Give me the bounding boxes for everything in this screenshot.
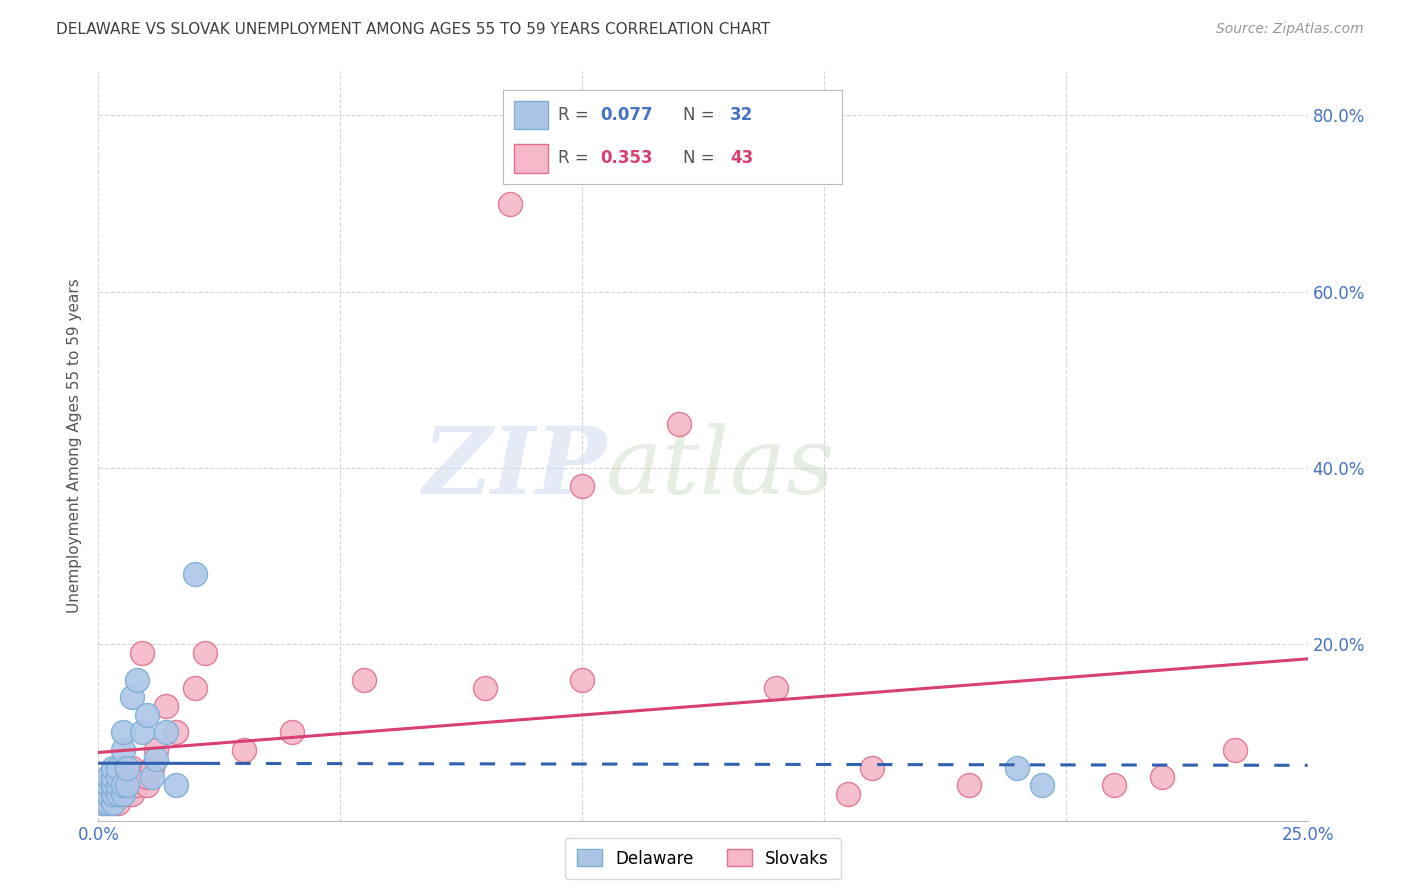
Point — [111, 743, 134, 757]
Legend: Delaware, Slovaks: Delaware, Slovaks — [565, 838, 841, 880]
Point — [117, 778, 139, 792]
Point — [184, 566, 207, 581]
Point — [107, 761, 129, 775]
Point — [97, 796, 120, 810]
Point — [91, 787, 114, 801]
Point — [121, 787, 143, 801]
Point — [353, 673, 375, 687]
Text: atlas: atlas — [606, 424, 835, 514]
Point — [127, 778, 149, 792]
Point — [107, 787, 129, 801]
Point — [765, 681, 787, 696]
Point — [165, 778, 187, 792]
Point — [111, 787, 134, 801]
Point — [837, 787, 859, 801]
Point — [135, 770, 157, 784]
Point — [97, 796, 120, 810]
Point — [101, 761, 124, 775]
Point — [91, 778, 114, 792]
Point — [91, 787, 114, 801]
Point — [97, 770, 120, 784]
Point — [111, 725, 134, 739]
Point — [571, 478, 593, 492]
Point — [107, 778, 129, 792]
Point — [155, 699, 177, 714]
Point — [194, 646, 217, 660]
Text: ZIP: ZIP — [422, 424, 606, 514]
Point — [184, 681, 207, 696]
Point — [101, 787, 124, 801]
Point — [107, 796, 129, 810]
Point — [91, 796, 114, 810]
Point — [1223, 743, 1246, 757]
Point — [957, 778, 980, 792]
Point — [107, 778, 129, 792]
Point — [668, 417, 690, 431]
Point — [135, 778, 157, 792]
Point — [474, 681, 496, 696]
Point — [121, 761, 143, 775]
Point — [111, 770, 134, 784]
Point — [117, 787, 139, 801]
Point — [107, 770, 129, 784]
Point — [101, 778, 124, 792]
Y-axis label: Unemployment Among Ages 55 to 59 years: Unemployment Among Ages 55 to 59 years — [67, 278, 83, 614]
Point — [101, 770, 124, 784]
Point — [131, 725, 153, 739]
Point — [97, 778, 120, 792]
Point — [111, 778, 134, 792]
Point — [97, 787, 120, 801]
Point — [101, 796, 124, 810]
Text: Source: ZipAtlas.com: Source: ZipAtlas.com — [1216, 22, 1364, 37]
Point — [131, 646, 153, 660]
Point — [97, 787, 120, 801]
Point — [101, 796, 124, 810]
Point — [165, 725, 187, 739]
Point — [111, 787, 134, 801]
Point — [117, 778, 139, 792]
Point — [121, 690, 143, 705]
Point — [1152, 770, 1174, 784]
Point — [117, 761, 139, 775]
Point — [1102, 778, 1125, 792]
Point — [232, 743, 254, 757]
Point — [498, 196, 520, 211]
Point — [97, 770, 120, 784]
Point — [145, 752, 167, 766]
Point — [111, 778, 134, 792]
Point — [107, 761, 129, 775]
Point — [145, 743, 167, 757]
Point — [101, 787, 124, 801]
Point — [860, 761, 883, 775]
Point — [127, 673, 149, 687]
Point — [97, 778, 120, 792]
Point — [571, 673, 593, 687]
Point — [281, 725, 304, 739]
Point — [91, 796, 114, 810]
Point — [141, 761, 163, 775]
Text: DELAWARE VS SLOVAK UNEMPLOYMENT AMONG AGES 55 TO 59 YEARS CORRELATION CHART: DELAWARE VS SLOVAK UNEMPLOYMENT AMONG AG… — [56, 22, 770, 37]
Point — [1007, 761, 1029, 775]
Point — [141, 770, 163, 784]
Point — [101, 778, 124, 792]
Point — [135, 707, 157, 722]
Point — [1031, 778, 1053, 792]
Point — [155, 725, 177, 739]
